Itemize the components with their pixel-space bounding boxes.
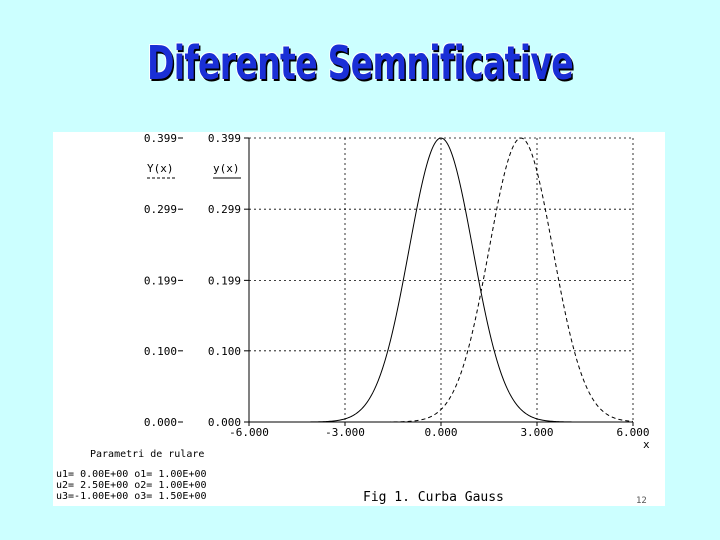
x-axis-label: x xyxy=(643,438,650,451)
params-title: Parametri de rulare xyxy=(90,449,205,460)
y-axis-label-left: Y(x) xyxy=(147,162,174,175)
y-tick-label-left: 0.399 xyxy=(144,132,177,145)
y-tick-label-right: 0.000 xyxy=(208,416,241,429)
y-tick-label-right: 0.399 xyxy=(208,132,241,145)
y-tick-label-left: 0.199 xyxy=(144,274,177,287)
x-tick-label: -3.000 xyxy=(325,426,365,439)
y-tick-label-left: 0.100 xyxy=(144,345,177,358)
y-tick-label-right: 0.299 xyxy=(208,203,241,216)
gauss-chart: -6.000 -3.000 0.000 3.000 6.000 0.000 0.000 0.1… xyxy=(144,132,650,451)
param-line: u3=-1.00E+00 o3= 1.50E+00 xyxy=(56,491,207,502)
y-tick-label-right: 0.100 xyxy=(208,345,241,358)
slide-number: 12 xyxy=(636,496,647,506)
series-line-1 xyxy=(306,137,576,423)
grid-lines xyxy=(249,137,634,422)
y-tick-label-left: 0.299 xyxy=(144,203,177,216)
tick-labels: -6.000 -3.000 0.000 3.000 6.000 0.000 0.000 0.1… xyxy=(144,132,650,439)
slide-title: Diferente Semnificative xyxy=(146,36,574,90)
series-curves xyxy=(306,137,634,423)
tick-marks xyxy=(178,137,634,426)
x-tick-label: 0.000 xyxy=(424,426,457,439)
chart-panel: -6.000 -3.000 0.000 3.000 6.000 0.000 0.000 0.1… xyxy=(53,132,665,506)
series-line-2 xyxy=(386,137,634,423)
x-tick-label: 3.000 xyxy=(520,426,553,439)
figure-caption: Fig 1. Curba Gauss xyxy=(363,490,504,505)
x-tick-label: -6.000 xyxy=(229,426,269,439)
y-axis-label-right: y(x) xyxy=(213,162,240,175)
y-tick-label-right: 0.199 xyxy=(208,274,241,287)
param-line: u1= 0.00E+00 o1= 1.00E+00 xyxy=(56,469,207,480)
x-tick-label: 6.000 xyxy=(616,426,649,439)
y-tick-label-left: 0.000 xyxy=(144,416,177,429)
param-line: u2= 2.50E+00 o2= 1.00E+00 xyxy=(56,480,207,491)
